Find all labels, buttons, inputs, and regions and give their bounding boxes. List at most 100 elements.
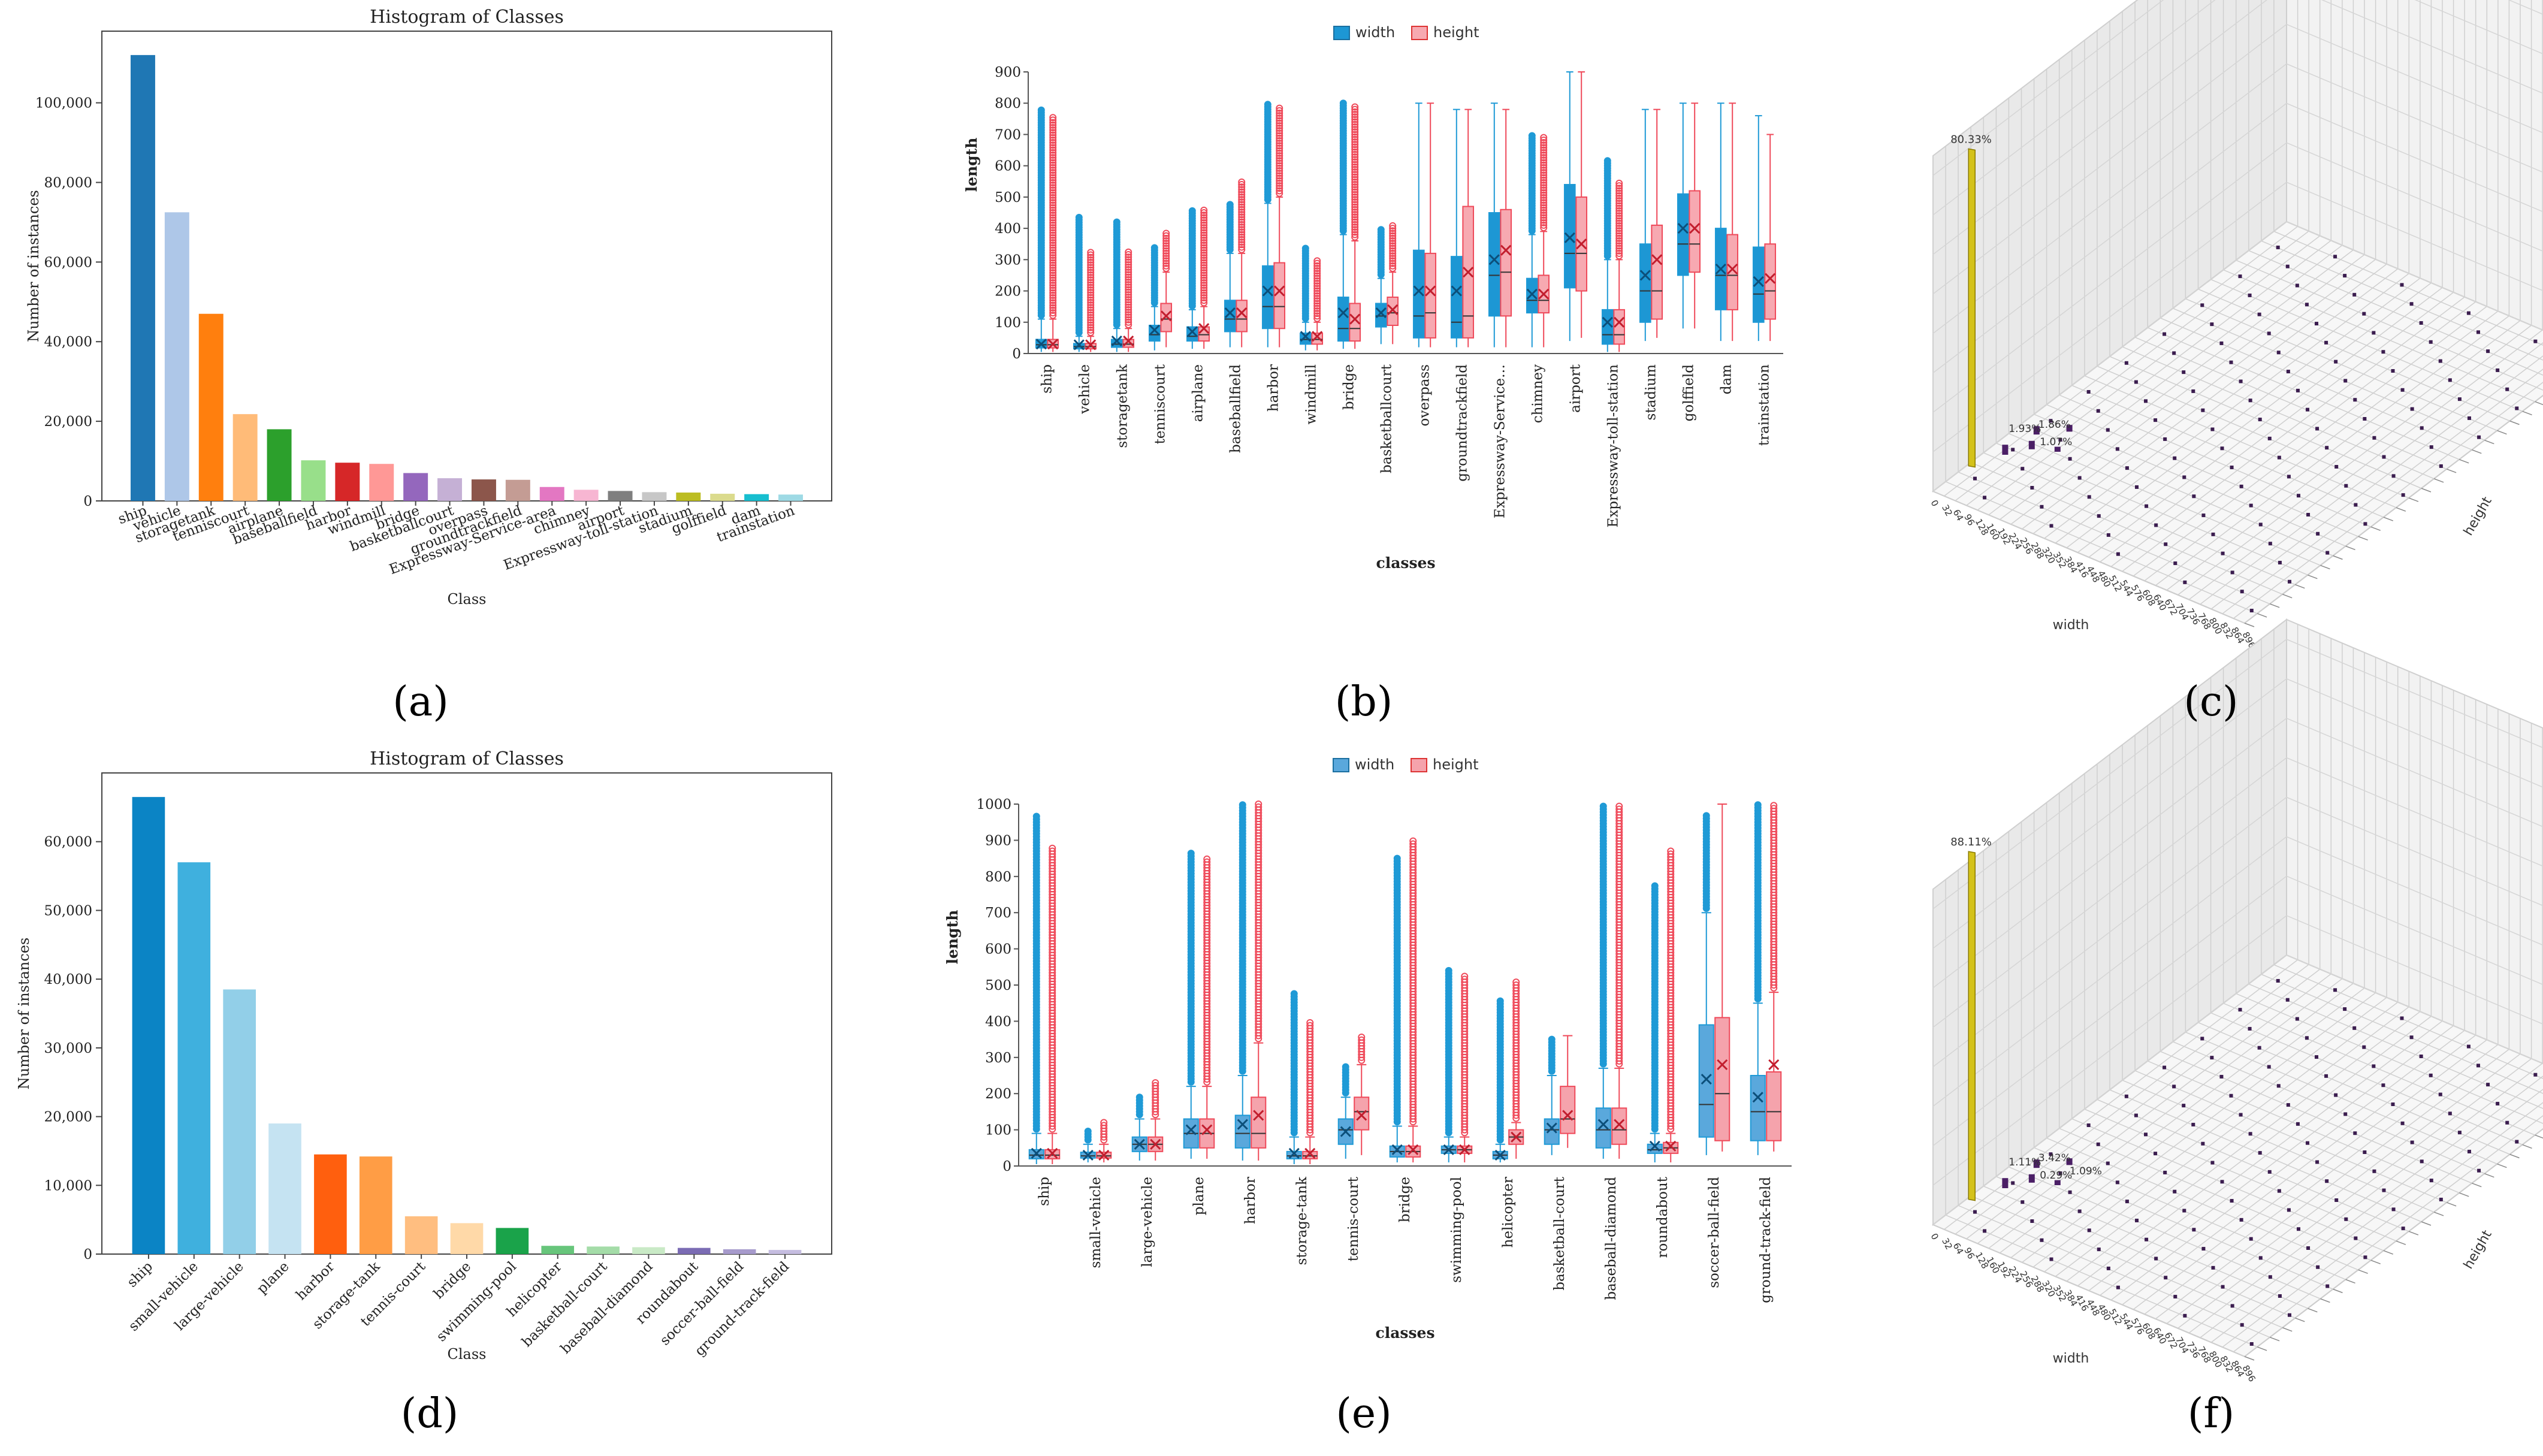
bar-small: [2257, 312, 2261, 316]
outlier-point: [1125, 301, 1132, 309]
outlier-point: [1351, 156, 1359, 164]
y-axis-label: height: [2461, 494, 2495, 539]
outlier-point: [1351, 133, 1359, 141]
iqr-box: [1273, 262, 1286, 330]
bar-small: [2287, 475, 2291, 479]
outlier-point: [1351, 196, 1359, 204]
outlier-point: [1238, 203, 1246, 211]
bar-small: [2363, 522, 2367, 526]
y-tick-label: 600: [995, 159, 1021, 174]
y-tick: [2446, 1202, 2457, 1207]
outlier-point: [1351, 126, 1359, 134]
outlier-point: [1615, 202, 1623, 210]
bar-small: [2401, 493, 2405, 497]
bar-small: [1973, 476, 1977, 481]
iqr-box: [1311, 333, 1324, 345]
y-tick: [2535, 401, 2543, 406]
box-width-ship: [1035, 106, 1047, 352]
y-tick: [2282, 594, 2293, 599]
bar-small: [2439, 1197, 2443, 1201]
bar-small: [2477, 435, 2481, 439]
outlier-point: [1049, 166, 1057, 174]
y-tick: [2497, 1163, 2507, 1168]
bar-small: [2002, 445, 2009, 455]
outlier-point: [1049, 146, 1057, 154]
x-tick-label: baseballfield: [1228, 364, 1244, 453]
bar-small: [2352, 292, 2357, 297]
bar-small: [2230, 466, 2234, 470]
bar-small: [2182, 1209, 2186, 1213]
outlier-point: [1351, 220, 1359, 228]
bar-helicopter: [541, 1246, 575, 1254]
bar-small: [2163, 1065, 2167, 1070]
y-tick: [2370, 526, 2381, 531]
box-height-Expressway-toll-station: [1613, 179, 1626, 352]
bar-small: [2277, 455, 2281, 460]
outlier-point: [1351, 146, 1359, 153]
bar-small: [2352, 1026, 2357, 1030]
bar-small: [2409, 302, 2414, 306]
outlier-point: [1087, 276, 1095, 284]
outlier-point: [1276, 129, 1283, 137]
x-axis-label: Class: [448, 1346, 487, 1363]
bar-small: [2220, 1180, 2224, 1184]
outlier-point: [1540, 171, 1548, 179]
bar-small: [2172, 1085, 2176, 1089]
outlier-point: [1238, 231, 1246, 238]
bar-small: [2363, 1150, 2367, 1154]
outlier-point: [1351, 173, 1359, 181]
outlier-point: [1389, 237, 1397, 244]
bar-small: [2135, 1218, 2139, 1222]
y-tick: [2421, 488, 2432, 493]
outlier-point: [1754, 801, 1762, 809]
outlier-point: [1389, 247, 1397, 255]
annotation: 1.07%: [2040, 436, 2072, 448]
outlier-point: [1276, 164, 1283, 172]
mean-marker: [1564, 232, 1575, 243]
x-tick-label: stadium: [1644, 364, 1659, 421]
outlier-point: [1125, 288, 1132, 296]
outlier-point: [1162, 262, 1170, 270]
outlier-point: [1313, 302, 1321, 310]
bar-small: [2173, 1295, 2177, 1299]
outlier-point: [1313, 272, 1321, 280]
box-width-small-vehicle: [1080, 1128, 1096, 1162]
outlier-point: [1125, 316, 1132, 324]
x-tick-label: basketball-court: [1552, 1176, 1568, 1290]
outlier-point: [1313, 274, 1321, 282]
outlier-point: [1049, 259, 1057, 267]
y-tick-label: 0: [1002, 1159, 1011, 1174]
outlier-point: [1049, 236, 1057, 244]
outlier-point: [1049, 219, 1057, 226]
outlier-point: [1049, 244, 1057, 252]
outlier-point: [1540, 141, 1548, 149]
outlier-point: [1049, 231, 1057, 239]
box-width-baseballfield: [1224, 201, 1236, 348]
bar-small: [2097, 1247, 2101, 1252]
outlier-point: [1200, 267, 1208, 274]
bar-small: [2401, 1227, 2405, 1231]
y-axis-label: Number of instances: [16, 938, 32, 1090]
outlier-point: [1049, 297, 1057, 304]
box-width-ground-track-field: [1750, 801, 1766, 1155]
outlier-point: [1540, 174, 1548, 182]
outlier-point: [1238, 223, 1246, 231]
outlier-point: [1087, 264, 1095, 271]
x-tick-label: harbor: [1266, 364, 1282, 412]
bar-small: [2285, 264, 2290, 268]
y-tick-label: 80,000: [44, 175, 92, 191]
outlier-point: [1087, 319, 1095, 327]
outlier-point: [1049, 199, 1057, 207]
mean-marker: [1123, 336, 1134, 347]
bar-small: [2305, 1036, 2309, 1040]
x-axis-label: width: [2053, 618, 2089, 633]
y-tick-label: 900: [985, 833, 1011, 848]
outlier-point: [1200, 297, 1208, 304]
bar-small: [2210, 322, 2214, 327]
outlier-point: [1351, 218, 1359, 226]
outlier-point: [1351, 201, 1359, 209]
annotation: 80.33%: [1950, 133, 1992, 146]
bar-tennis-court: [404, 1216, 438, 1254]
bar-small: [2201, 408, 2205, 412]
outlier-point: [1540, 206, 1548, 214]
